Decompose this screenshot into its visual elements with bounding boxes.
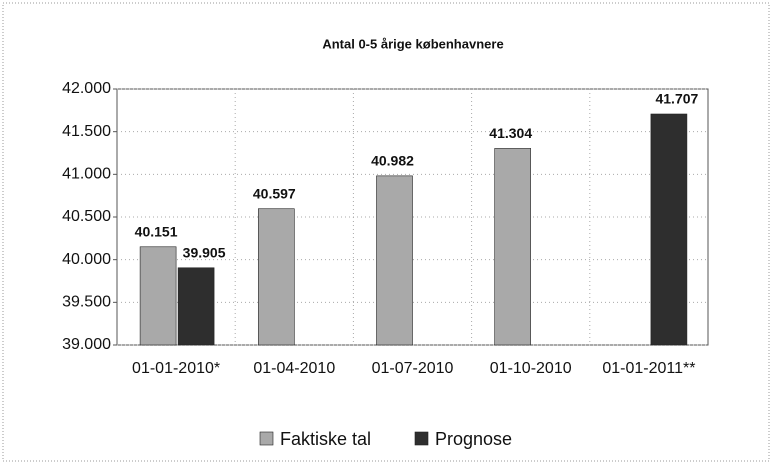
x-tick-label: 01-10-2010 bbox=[490, 360, 572, 377]
bar bbox=[139, 246, 177, 346]
y-tick-label: 41.000 bbox=[62, 166, 111, 183]
bar bbox=[494, 148, 532, 346]
bar bbox=[257, 208, 295, 346]
x-tick-label: 01-07-2010 bbox=[372, 360, 454, 377]
data-label: 41.707 bbox=[655, 91, 698, 107]
data-label: 40.982 bbox=[371, 153, 414, 169]
legend-swatch bbox=[414, 431, 429, 446]
bar bbox=[177, 267, 215, 346]
legend-label: Faktiske tal bbox=[280, 429, 371, 449]
y-tick-label: 39.500 bbox=[62, 294, 111, 311]
chart-title: Antal 0-5 årige københavnere bbox=[322, 36, 503, 51]
bar bbox=[650, 113, 688, 346]
data-label: 41.304 bbox=[489, 125, 532, 141]
x-tick-label: 01-01-2011** bbox=[602, 360, 695, 377]
bar bbox=[376, 175, 413, 346]
y-tick-label: 40.500 bbox=[62, 208, 111, 225]
data-label: 39.905 bbox=[183, 244, 226, 260]
y-tick-label: 42.000 bbox=[62, 80, 111, 97]
y-tick-label: 40.000 bbox=[62, 251, 111, 268]
x-tick-label: 01-04-2010 bbox=[253, 360, 335, 377]
legend-swatch bbox=[259, 431, 274, 446]
x-tick-label: 01-01-2010* bbox=[132, 360, 220, 377]
y-tick-label: 39.000 bbox=[62, 336, 111, 353]
data-label: 40.597 bbox=[253, 185, 296, 201]
data-label: 40.151 bbox=[135, 223, 178, 239]
legend-label: Prognose bbox=[435, 429, 512, 449]
y-tick-label: 41.500 bbox=[62, 123, 111, 140]
